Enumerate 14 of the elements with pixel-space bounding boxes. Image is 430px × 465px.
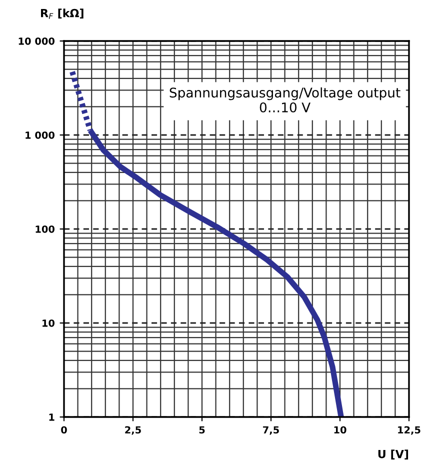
y-tick-label: 100 (36, 225, 55, 233)
x-tick-label: 5 (199, 426, 205, 434)
x-tick-label: 0 (61, 426, 67, 434)
y-tick-label: 10 000 (18, 37, 55, 45)
x-tick-label: 7,5 (263, 426, 279, 435)
y-axis-title: R$_{F}$ [kΩ] (41, 8, 84, 19)
y-tick-label: 10 (42, 319, 55, 327)
x-tick-label: 12,5 (398, 426, 420, 435)
x-axis-title: U [V] (378, 450, 408, 460)
x-tick-label: 2,5 (125, 426, 141, 435)
y-tick-label: 1 000 (26, 131, 55, 139)
annotation: Spannungsausgang/Voltage output 0…10 V (170, 87, 400, 112)
y-tick-label: 1 (49, 414, 54, 421)
x-tick-label: 10 (334, 426, 346, 434)
